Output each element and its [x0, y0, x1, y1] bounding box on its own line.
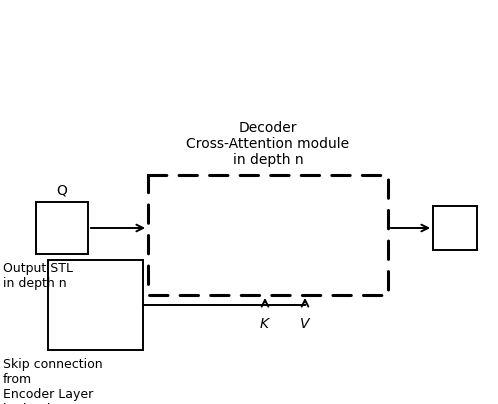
- Text: Q: Q: [57, 183, 67, 197]
- Bar: [47, 260, 142, 350]
- Text: $K$: $K$: [259, 317, 271, 331]
- Text: in depth n: in depth n: [233, 153, 303, 167]
- Bar: [36, 202, 88, 254]
- Text: Cross-Attention module: Cross-Attention module: [186, 137, 350, 151]
- Text: $V$: $V$: [299, 317, 311, 331]
- Bar: [433, 206, 477, 250]
- Text: Skip connection
from
Encoder Layer
in depth n-1: Skip connection from Encoder Layer in de…: [3, 358, 103, 404]
- Text: Output STL
in depth n: Output STL in depth n: [3, 262, 73, 290]
- Bar: [148, 175, 388, 295]
- Text: Decoder: Decoder: [239, 121, 297, 135]
